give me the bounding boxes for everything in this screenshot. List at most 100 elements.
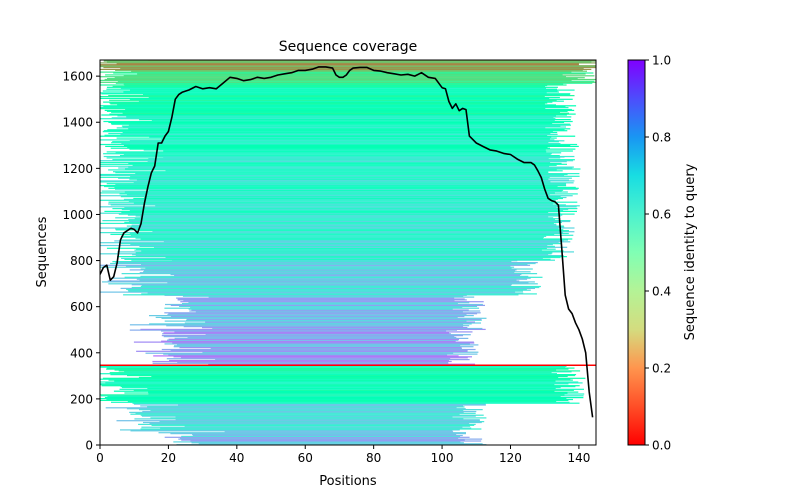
coverage-row (100, 76, 566, 78)
coverage-row (110, 233, 555, 236)
coverage-row (100, 384, 555, 386)
coverage-row (115, 229, 564, 231)
coverage-row (108, 169, 557, 171)
y-axis-label: Sequences (35, 216, 50, 287)
coverage-row (108, 201, 578, 203)
coverage-row (129, 324, 464, 326)
coverage-row (143, 421, 482, 424)
coverage-row (104, 109, 575, 112)
coverage-row (112, 85, 546, 88)
coverage-row (110, 204, 566, 206)
coverage-row (148, 96, 560, 99)
coverage-row (108, 283, 538, 285)
coverage-row (151, 375, 568, 378)
coverage-row (100, 160, 574, 162)
coverage-row (192, 434, 463, 437)
coverage-row (130, 89, 575, 91)
coverage-row (105, 382, 583, 384)
coverage-row (123, 83, 564, 85)
coverage-row (100, 373, 557, 375)
coverage-row (100, 365, 567, 367)
coverage-row (148, 393, 585, 395)
coverage-row (119, 193, 578, 195)
x-axis-label: Positions (319, 474, 377, 489)
coverage-row (121, 257, 543, 260)
coverage-row (141, 263, 528, 266)
coverage-row (110, 147, 550, 149)
coverage-row (165, 170, 563, 172)
coverage-row (121, 125, 561, 127)
colorbar-tick-label: 0.2 (652, 362, 671, 376)
coverage-row (150, 410, 464, 412)
coverage-row (100, 173, 568, 176)
coverage-row (107, 78, 578, 80)
coverage-row (102, 377, 586, 379)
coverage-row (184, 425, 471, 427)
coverage-row (170, 315, 465, 318)
coverage-row (123, 198, 558, 201)
coverage-row (152, 360, 452, 363)
coverage-row (100, 195, 573, 197)
coverage-row (173, 356, 472, 358)
coverage-row (112, 159, 575, 161)
coverage-row (103, 106, 566, 108)
coverage-row (143, 94, 570, 96)
coverage-row (102, 131, 553, 133)
coverage-row (188, 302, 470, 304)
plot-frame (99, 59, 597, 446)
coverage-row (126, 225, 564, 227)
coverage-row (138, 376, 559, 379)
coverage-row (184, 322, 482, 324)
coverage-row (130, 430, 453, 432)
coverage-row (170, 273, 522, 276)
coverage-row (122, 112, 569, 114)
coverage-row (103, 120, 573, 123)
coverage-row (125, 108, 572, 111)
coverage-row (100, 165, 550, 167)
coverage-row (100, 65, 596, 67)
coverage-row (111, 111, 560, 113)
coverage-row (133, 197, 564, 200)
coverage-row (192, 433, 457, 436)
coverage-row (158, 432, 466, 434)
coverage-row (100, 118, 556, 120)
coverage-row (122, 131, 558, 134)
coverage-row (123, 91, 560, 93)
coverage-row (105, 407, 457, 409)
coverage-row (100, 232, 564, 234)
coverage-row (163, 241, 571, 243)
coverage-heatmap (100, 60, 596, 445)
coverage-row (108, 379, 573, 381)
coverage-row (115, 228, 559, 230)
query-row (100, 364, 596, 366)
coverage-row (113, 171, 549, 173)
coverage-row (112, 141, 559, 143)
coverage-row (164, 343, 470, 345)
coverage-row (114, 186, 576, 189)
coverage-row (140, 216, 549, 218)
coverage-row (154, 246, 568, 248)
chart-title: Sequence coverage (279, 39, 418, 55)
coverage-row (109, 372, 552, 374)
coverage-row (182, 303, 458, 305)
coverage-row (106, 247, 547, 249)
coverage-row (198, 443, 483, 445)
y-tick-label: 1000 (62, 208, 93, 222)
coverage-row (128, 219, 556, 221)
coverage-row (112, 208, 578, 210)
coverage-row (124, 371, 572, 373)
coverage-row (108, 203, 553, 205)
coverage-row (121, 143, 561, 145)
coverage-row (177, 299, 467, 301)
coverage-row (100, 253, 552, 255)
coverage-row (116, 420, 480, 422)
coverage-row (121, 273, 538, 275)
coverage-row (106, 110, 568, 112)
coverage-row (210, 347, 462, 350)
coverage-row (161, 138, 550, 140)
coverage-row (129, 148, 576, 150)
coverage-row (191, 442, 464, 444)
coverage-row (106, 157, 561, 159)
coverage-row (142, 410, 477, 413)
